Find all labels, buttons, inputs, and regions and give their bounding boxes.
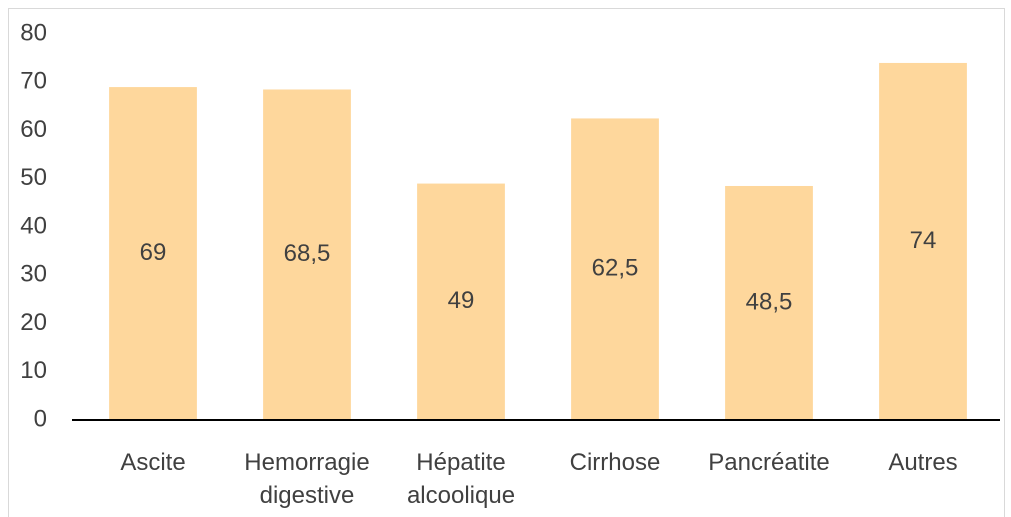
data-label: 69 [140, 239, 167, 266]
bar [725, 185, 813, 420]
y-tick-label: 60 [20, 116, 47, 143]
x-tick-label: Pancréatite [708, 449, 830, 476]
x-tick-label: Cirrhose [569, 449, 661, 476]
chart-frame [8, 8, 1005, 517]
bar [109, 87, 197, 420]
y-tick-label: 30 [20, 261, 47, 288]
y-tick-label: 70 [20, 68, 47, 95]
bar [263, 89, 351, 421]
x-tick-label: Hemorragie digestive [244, 449, 370, 509]
bar [879, 62, 967, 420]
x-tick-label: Hépatite alcoolique [406, 449, 516, 509]
y-tick-label: 10 [20, 357, 47, 384]
bar [571, 118, 659, 420]
y-tick-label: 0 [34, 405, 47, 432]
bar [417, 183, 505, 420]
x-tick-label: Autres [888, 449, 958, 476]
data-label: 68,5 [284, 240, 331, 267]
data-label: 49 [448, 287, 475, 314]
data-label: 48,5 [746, 288, 793, 315]
x-tick-label: Ascite [120, 449, 186, 476]
data-label: 62,5 [592, 255, 639, 282]
y-tick-label: 40 [20, 212, 47, 239]
y-tick-label: 80 [20, 19, 47, 46]
data-label: 74 [910, 227, 937, 254]
y-tick-label: 20 [20, 309, 47, 336]
y-tick-label: 50 [20, 164, 47, 191]
